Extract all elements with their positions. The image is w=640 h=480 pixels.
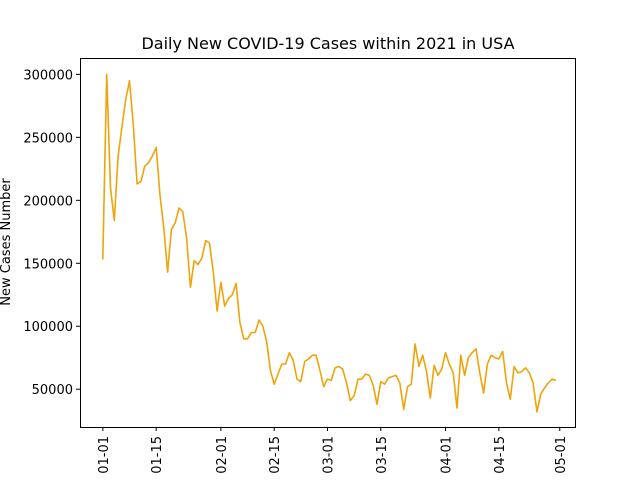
- axis-ticks: 50000 100000 150000 200000 250000 300000 01-01…: [23, 68, 568, 473]
- y-tick-label: 300000: [23, 68, 73, 83]
- x-tick-label: 05-01: [554, 436, 569, 474]
- y-tick-label: 100000: [23, 320, 73, 335]
- series-line: [102, 73, 557, 413]
- chart-title: Daily New COVID-19 Cases within 2021 in …: [141, 34, 514, 53]
- plot-area: [102, 73, 557, 413]
- y-axis-label: New Cases Number: [0, 178, 14, 306]
- x-tick-label: 04-01: [440, 436, 455, 474]
- x-tick-label: 01-15: [150, 436, 165, 474]
- plot-frame: [80, 58, 576, 428]
- x-tick-label: 01-01: [97, 436, 112, 474]
- y-tick-label: 250000: [23, 131, 73, 146]
- y-tick-label: 50000: [32, 383, 73, 398]
- x-tick-label: 02-15: [268, 436, 283, 474]
- x-tick-label: 03-01: [322, 436, 337, 474]
- y-tick-label: 150000: [23, 257, 73, 272]
- x-tick-label: 03-15: [375, 436, 390, 474]
- x-tick-label: 02-01: [215, 436, 230, 474]
- y-tick-label: 200000: [23, 194, 73, 209]
- x-tick-label: 04-15: [493, 436, 508, 474]
